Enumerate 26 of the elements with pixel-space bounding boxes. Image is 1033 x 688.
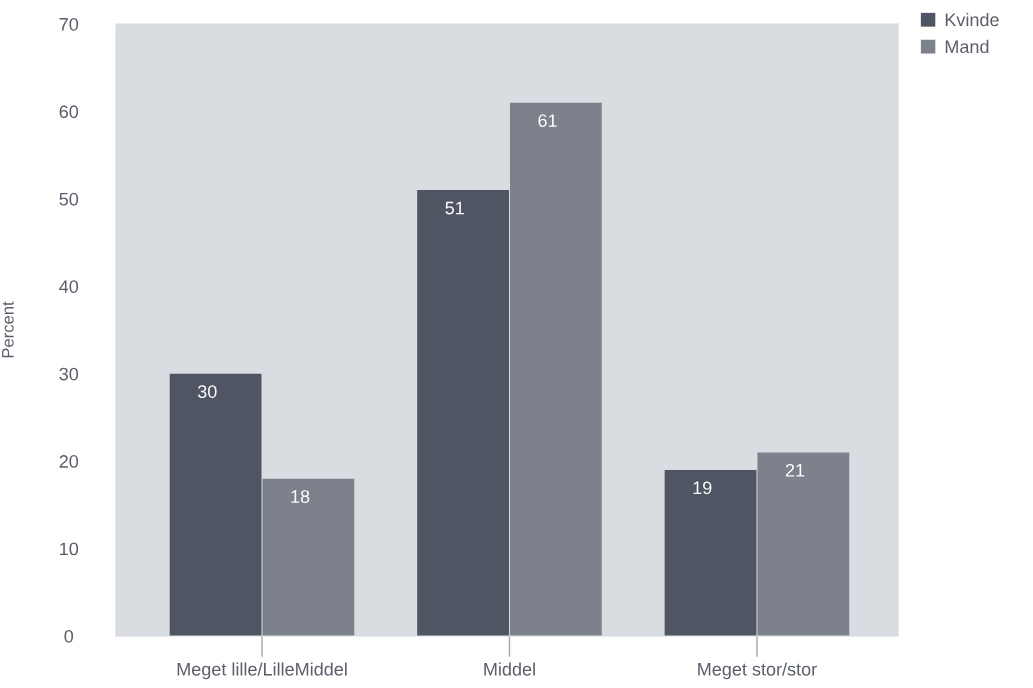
y-tick-label: 40 — [59, 280, 79, 294]
bar — [169, 373, 262, 636]
bar — [757, 452, 850, 636]
data-label: 30 — [197, 385, 217, 399]
x-tick-label: Meget lille/LilleMiddel — [177, 662, 347, 680]
x-tick-label: Meget stor/stor — [698, 662, 817, 680]
data-label: 18 — [291, 490, 310, 503]
x-tick-label: Middel — [484, 662, 535, 676]
data-label: 51 — [445, 201, 464, 215]
y-tick-label: 20 — [59, 455, 79, 468]
legend-label: Kvinde — [945, 12, 999, 27]
y-tick-label: 60 — [59, 105, 79, 119]
data-label: 61 — [538, 114, 557, 127]
y-tick-label: 70 — [59, 17, 79, 31]
data-label: 19 — [693, 481, 712, 495]
y-tick-label: 50 — [59, 192, 79, 206]
legend-label: Mand — [945, 39, 989, 54]
y-tick-label: 30 — [59, 367, 79, 381]
y-tick-label: 10 — [60, 542, 79, 556]
bar — [262, 478, 355, 636]
y-tick-label: 0 — [64, 629, 74, 643]
data-label: 21 — [785, 463, 805, 477]
bar — [509, 102, 602, 636]
y-axis-title: Percent — [2, 301, 14, 358]
bar — [664, 469, 757, 636]
bar — [417, 190, 509, 636]
